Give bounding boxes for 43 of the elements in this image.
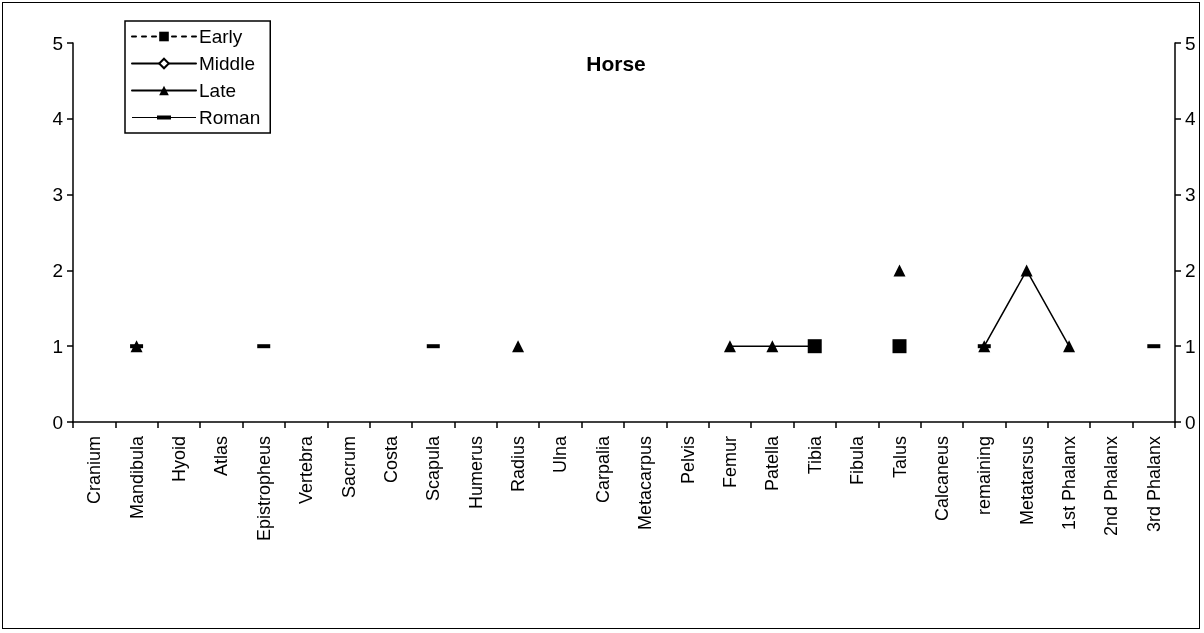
- chart-title: Horse: [586, 52, 646, 75]
- y2-tick-label: 3: [1185, 184, 1196, 206]
- x-tick-label: Cranium: [84, 436, 105, 505]
- x-tick-label: Epistropheus: [253, 436, 274, 542]
- x-tick-label: Scapula: [423, 435, 444, 502]
- x-tick-label: Vertebra: [296, 435, 317, 505]
- y-tick-label: 3: [52, 184, 63, 206]
- x-tick-label: Femur: [719, 436, 740, 489]
- y-tick-label: 1: [52, 335, 63, 357]
- y-tick-label: 2: [52, 259, 63, 281]
- y2-tick-label: 5: [1185, 32, 1196, 54]
- x-tick-label: Radius: [508, 436, 529, 493]
- x-tick-label: Fibula: [847, 435, 868, 486]
- x-tick-label: Pelvis: [677, 436, 698, 485]
- y2-tick-label: 2: [1185, 259, 1196, 281]
- y2-tick-label: 4: [1185, 108, 1196, 130]
- x-tick-label: Atlas: [211, 436, 232, 477]
- x-tick-label: Patella: [762, 435, 783, 492]
- x-tick-label: Costa: [380, 435, 401, 484]
- legend-label: Middle: [199, 53, 255, 74]
- legend-label: Early: [199, 26, 243, 47]
- y-tick-label: 4: [52, 108, 64, 130]
- x-tick-label: 1st Phalanx: [1059, 436, 1080, 531]
- x-tick-label: Sacrum: [338, 436, 359, 499]
- x-tick-label: Mandibula: [126, 435, 147, 520]
- y-tick-label: 5: [52, 32, 63, 54]
- x-tick-label: Talus: [889, 436, 910, 479]
- x-tick-label: Carpalia: [592, 435, 613, 504]
- y2-tick-label: 1: [1185, 335, 1196, 357]
- x-tick-label: 3rd Phalanx: [1143, 436, 1164, 533]
- x-tick-label: remaining: [974, 436, 995, 516]
- x-tick-label: Humerus: [465, 436, 486, 510]
- x-tick-label: Ulna: [550, 435, 571, 474]
- x-tick-label: Metatarsus: [1016, 436, 1037, 526]
- legend-label: Late: [199, 80, 236, 101]
- x-tick-label: Tibia: [804, 435, 825, 475]
- y2-tick-label: 0: [1185, 411, 1196, 433]
- y-tick-label: 0: [52, 411, 63, 433]
- legend-label: Roman: [199, 107, 261, 128]
- x-tick-label: 2nd Phalanx: [1101, 436, 1122, 537]
- x-tick-label: Metacarpus: [635, 436, 656, 531]
- x-tick-label: Calcaneus: [931, 436, 952, 522]
- x-tick-label: Hyoid: [168, 436, 189, 483]
